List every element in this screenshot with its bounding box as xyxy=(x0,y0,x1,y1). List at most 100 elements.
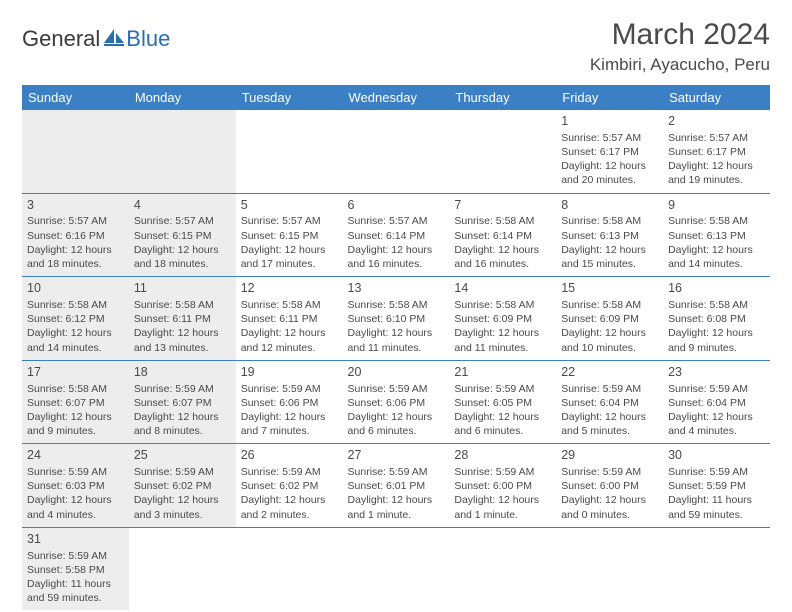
sunset-text: Sunset: 6:10 PM xyxy=(348,312,445,326)
daylight-text: Daylight: 12 hours and 6 minutes. xyxy=(348,410,445,438)
sunset-text: Sunset: 5:59 PM xyxy=(668,479,765,493)
calendar-cell: 30Sunrise: 5:59 AMSunset: 5:59 PMDayligh… xyxy=(663,444,770,528)
logo-text-general: General xyxy=(22,26,100,52)
weekday-header: Saturday xyxy=(663,85,770,110)
sunset-text: Sunset: 6:17 PM xyxy=(561,145,658,159)
daylight-text: Daylight: 12 hours and 1 minute. xyxy=(348,493,445,521)
daylight-text: Daylight: 12 hours and 0 minutes. xyxy=(561,493,658,521)
sunrise-text: Sunrise: 5:57 AM xyxy=(668,131,765,145)
calendar-cell: 16Sunrise: 5:58 AMSunset: 6:08 PMDayligh… xyxy=(663,277,770,361)
sunset-text: Sunset: 6:12 PM xyxy=(27,312,124,326)
day-number: 25 xyxy=(134,447,231,464)
calendar-cell: 15Sunrise: 5:58 AMSunset: 6:09 PMDayligh… xyxy=(556,277,663,361)
calendar-cell: 18Sunrise: 5:59 AMSunset: 6:07 PMDayligh… xyxy=(129,360,236,444)
sunrise-text: Sunrise: 5:58 AM xyxy=(27,298,124,312)
sunrise-text: Sunrise: 5:59 AM xyxy=(241,465,338,479)
sunset-text: Sunset: 6:15 PM xyxy=(241,229,338,243)
day-number: 30 xyxy=(668,447,765,464)
daylight-text: Daylight: 12 hours and 15 minutes. xyxy=(561,243,658,271)
day-number: 11 xyxy=(134,280,231,297)
sunrise-text: Sunrise: 5:59 AM xyxy=(134,465,231,479)
month-title: March 2024 xyxy=(590,18,770,52)
calendar-cell: 17Sunrise: 5:58 AMSunset: 6:07 PMDayligh… xyxy=(22,360,129,444)
calendar-cell xyxy=(556,527,663,610)
calendar-cell: 28Sunrise: 5:59 AMSunset: 6:00 PMDayligh… xyxy=(449,444,556,528)
sunrise-text: Sunrise: 5:58 AM xyxy=(561,214,658,228)
sunset-text: Sunset: 6:00 PM xyxy=(454,479,551,493)
calendar-cell: 20Sunrise: 5:59 AMSunset: 6:06 PMDayligh… xyxy=(343,360,450,444)
day-number: 22 xyxy=(561,364,658,381)
daylight-text: Daylight: 12 hours and 2 minutes. xyxy=(241,493,338,521)
day-number: 12 xyxy=(241,280,338,297)
weekday-header: Monday xyxy=(129,85,236,110)
day-number: 20 xyxy=(348,364,445,381)
calendar-cell: 22Sunrise: 5:59 AMSunset: 6:04 PMDayligh… xyxy=(556,360,663,444)
daylight-text: Daylight: 12 hours and 7 minutes. xyxy=(241,410,338,438)
day-number: 29 xyxy=(561,447,658,464)
calendar-cell xyxy=(236,527,343,610)
sunrise-text: Sunrise: 5:59 AM xyxy=(454,382,551,396)
sunrise-text: Sunrise: 5:58 AM xyxy=(454,298,551,312)
calendar-cell: 7Sunrise: 5:58 AMSunset: 6:14 PMDaylight… xyxy=(449,193,556,277)
title-block: March 2024 Kimbiri, Ayacucho, Peru xyxy=(590,18,770,75)
calendar-cell: 11Sunrise: 5:58 AMSunset: 6:11 PMDayligh… xyxy=(129,277,236,361)
calendar-cell: 31Sunrise: 5:59 AMSunset: 5:58 PMDayligh… xyxy=(22,527,129,610)
calendar-cell: 13Sunrise: 5:58 AMSunset: 6:10 PMDayligh… xyxy=(343,277,450,361)
day-number: 27 xyxy=(348,447,445,464)
daylight-text: Daylight: 11 hours and 59 minutes. xyxy=(668,493,765,521)
daylight-text: Daylight: 12 hours and 13 minutes. xyxy=(134,326,231,354)
calendar-cell xyxy=(449,527,556,610)
calendar-cell: 27Sunrise: 5:59 AMSunset: 6:01 PMDayligh… xyxy=(343,444,450,528)
calendar-cell xyxy=(236,110,343,193)
calendar-cell: 12Sunrise: 5:58 AMSunset: 6:11 PMDayligh… xyxy=(236,277,343,361)
sunset-text: Sunset: 6:07 PM xyxy=(134,396,231,410)
daylight-text: Daylight: 12 hours and 16 minutes. xyxy=(454,243,551,271)
sunrise-text: Sunrise: 5:58 AM xyxy=(561,298,658,312)
day-number: 15 xyxy=(561,280,658,297)
sunset-text: Sunset: 6:02 PM xyxy=(134,479,231,493)
weekday-header-row: Sunday Monday Tuesday Wednesday Thursday… xyxy=(22,85,770,110)
header: General Blue March 2024 Kimbiri, Ayacuch… xyxy=(22,18,770,75)
daylight-text: Daylight: 12 hours and 16 minutes. xyxy=(348,243,445,271)
day-number: 16 xyxy=(668,280,765,297)
calendar-cell: 29Sunrise: 5:59 AMSunset: 6:00 PMDayligh… xyxy=(556,444,663,528)
weekday-header: Tuesday xyxy=(236,85,343,110)
weekday-header: Friday xyxy=(556,85,663,110)
calendar-row: 10Sunrise: 5:58 AMSunset: 6:12 PMDayligh… xyxy=(22,277,770,361)
daylight-text: Daylight: 12 hours and 19 minutes. xyxy=(668,159,765,187)
daylight-text: Daylight: 12 hours and 11 minutes. xyxy=(348,326,445,354)
day-number: 9 xyxy=(668,197,765,214)
logo: General Blue xyxy=(22,26,170,52)
daylight-text: Daylight: 12 hours and 4 minutes. xyxy=(27,493,124,521)
calendar-row: 31Sunrise: 5:59 AMSunset: 5:58 PMDayligh… xyxy=(22,527,770,610)
calendar-row: 17Sunrise: 5:58 AMSunset: 6:07 PMDayligh… xyxy=(22,360,770,444)
sunrise-text: Sunrise: 5:58 AM xyxy=(27,382,124,396)
calendar-cell xyxy=(343,527,450,610)
day-number: 23 xyxy=(668,364,765,381)
day-number: 1 xyxy=(561,113,658,130)
calendar-cell: 5Sunrise: 5:57 AMSunset: 6:15 PMDaylight… xyxy=(236,193,343,277)
day-number: 28 xyxy=(454,447,551,464)
sunrise-text: Sunrise: 5:57 AM xyxy=(134,214,231,228)
sunrise-text: Sunrise: 5:58 AM xyxy=(348,298,445,312)
day-number: 18 xyxy=(134,364,231,381)
sunset-text: Sunset: 6:11 PM xyxy=(241,312,338,326)
daylight-text: Daylight: 12 hours and 6 minutes. xyxy=(454,410,551,438)
calendar-cell: 3Sunrise: 5:57 AMSunset: 6:16 PMDaylight… xyxy=(22,193,129,277)
sunset-text: Sunset: 6:06 PM xyxy=(241,396,338,410)
sunset-text: Sunset: 6:04 PM xyxy=(561,396,658,410)
day-number: 13 xyxy=(348,280,445,297)
daylight-text: Daylight: 12 hours and 5 minutes. xyxy=(561,410,658,438)
calendar-cell: 2Sunrise: 5:57 AMSunset: 6:17 PMDaylight… xyxy=(663,110,770,193)
sunset-text: Sunset: 5:58 PM xyxy=(27,563,124,577)
sunrise-text: Sunrise: 5:57 AM xyxy=(348,214,445,228)
weekday-header: Sunday xyxy=(22,85,129,110)
sunset-text: Sunset: 6:04 PM xyxy=(668,396,765,410)
sunrise-text: Sunrise: 5:58 AM xyxy=(134,298,231,312)
sunset-text: Sunset: 6:07 PM xyxy=(27,396,124,410)
sunset-text: Sunset: 6:01 PM xyxy=(348,479,445,493)
sunset-text: Sunset: 6:13 PM xyxy=(668,229,765,243)
calendar-cell xyxy=(343,110,450,193)
sunrise-text: Sunrise: 5:58 AM xyxy=(668,298,765,312)
day-number: 17 xyxy=(27,364,124,381)
